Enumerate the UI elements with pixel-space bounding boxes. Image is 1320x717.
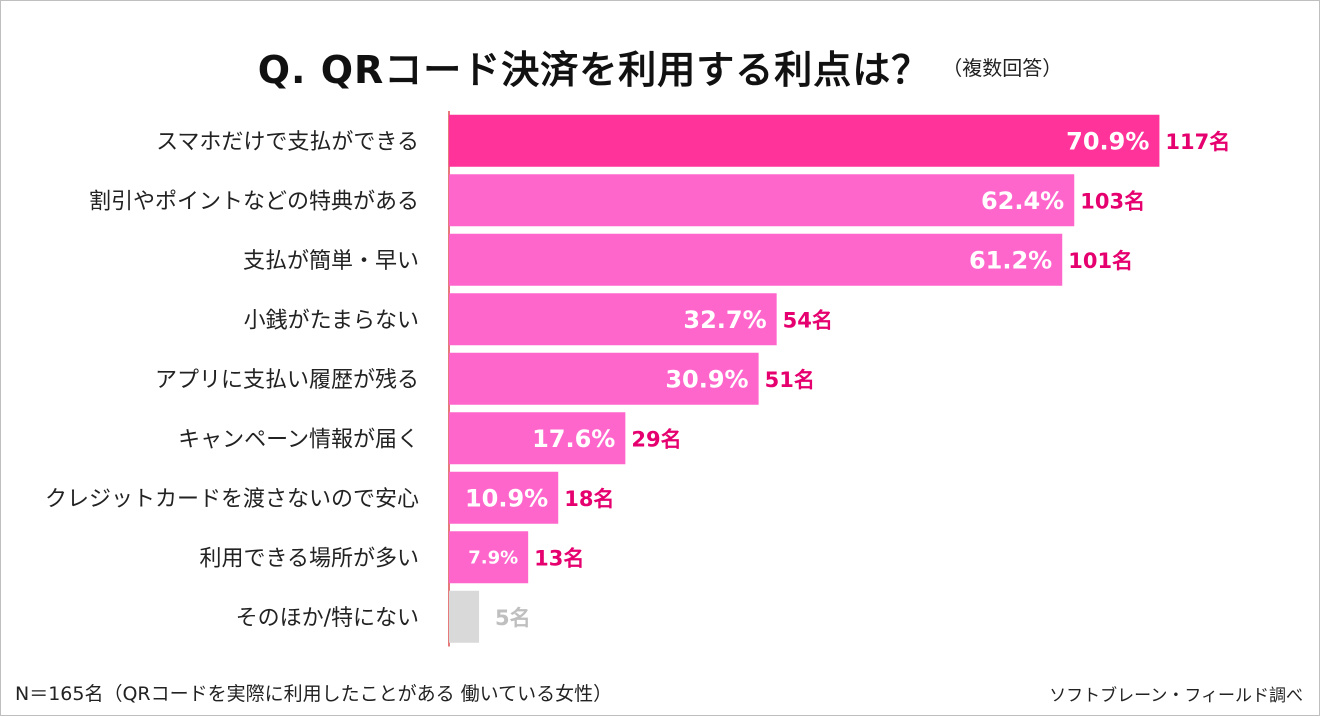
title-main: Q. QRコード決済を利用する利点は？ [257, 48, 931, 92]
bar-percent-label: 7.9% [468, 548, 518, 569]
bar-count-label: 13名 [534, 546, 584, 570]
bar-count-label: 101名 [1068, 249, 1133, 273]
bar [449, 531, 529, 584]
category-label: クレジットカードを渡さないので安心 [45, 487, 419, 512]
bar [449, 590, 480, 643]
bar-count-label: 117名 [1165, 130, 1230, 154]
bar-percent-label: 32.7% [683, 306, 766, 334]
bar-count-label: 5名 [495, 606, 531, 630]
bar-count-label: 29名 [631, 427, 681, 451]
bar-percent-label: 70.9% [1066, 127, 1149, 155]
bar [449, 412, 626, 465]
category-label: そのほか/特にない [236, 606, 419, 631]
chart-title: Q. QRコード決済を利用する利点は？ （複数回答） [1, 39, 1319, 94]
bar [449, 174, 1075, 227]
category-label: キャンペーン情報が届く [178, 427, 419, 452]
source-credit: ソフトブレーン・フィールド調べ [1049, 686, 1303, 706]
bar [449, 293, 777, 346]
bar-percent-label: 62.4% [981, 187, 1064, 215]
bar [449, 233, 1063, 286]
category-label: スマホだけで支払ができる [156, 130, 419, 155]
bar [449, 352, 759, 405]
category-label: 利用できる場所が多い [199, 546, 419, 571]
category-label: 割引やポイントなどの特典がある [89, 189, 419, 214]
bar-count-label: 51名 [765, 368, 815, 392]
category-label: アプリに支払い履歴が残る [155, 368, 419, 393]
bar-percent-label: 30.9% [665, 365, 748, 393]
bar-count-label: 54名 [783, 308, 833, 332]
bar-count-label: 103名 [1080, 189, 1145, 213]
category-label: 支払が簡単・早い [243, 249, 419, 274]
bar-count-label: 18名 [564, 487, 614, 511]
title-sub: （複数回答） [942, 56, 1063, 80]
sample-note: N＝165名（QRコードを実際に利用したことがある 働いている女性） [15, 683, 613, 705]
bar-percent-label: 17.6% [532, 425, 615, 453]
category-label: 小銭がたまらない [244, 308, 419, 333]
bar-percent-label: 61.2% [969, 246, 1052, 274]
bar-percent-label: 10.9% [465, 484, 548, 512]
bar [449, 471, 559, 524]
bar [449, 114, 1160, 167]
